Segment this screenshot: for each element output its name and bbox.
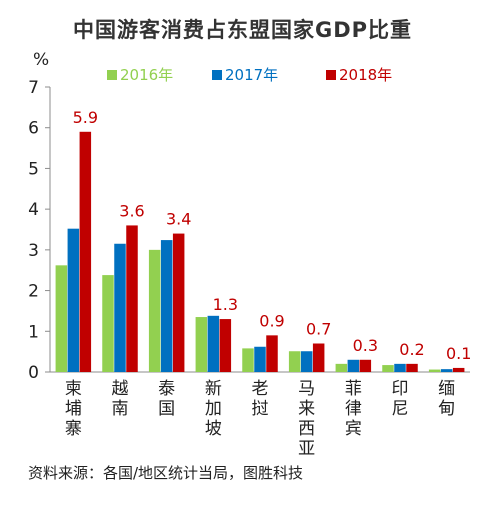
x-category-label: 泰国	[158, 379, 175, 419]
bar	[394, 363, 406, 372]
bar	[288, 351, 301, 372]
x-category-label: 柬埔寨	[65, 379, 82, 439]
bar	[148, 249, 161, 372]
y-tick-label: 5	[28, 159, 39, 179]
x-category-label: 缅甸	[438, 379, 455, 419]
legend-label: 2018年	[339, 66, 392, 84]
bar	[114, 243, 126, 372]
y-tick-label: 6	[28, 119, 39, 139]
bar	[452, 367, 465, 372]
x-category-label: 马来西亚	[298, 379, 315, 459]
bar	[55, 265, 68, 372]
y-axis-unit-label: %	[33, 50, 49, 70]
bar	[347, 359, 360, 372]
bar	[312, 343, 325, 372]
x-category-label: 老挝	[252, 379, 269, 419]
bar	[406, 363, 418, 372]
bar	[67, 228, 80, 372]
bar	[382, 365, 394, 372]
data-label: 1.3	[213, 295, 238, 314]
data-label: 0.9	[259, 311, 284, 330]
data-label: 0.2	[399, 340, 424, 359]
bar	[172, 233, 185, 372]
x-category-label: 新加坡	[205, 379, 222, 439]
data-label: 0.7	[306, 320, 331, 339]
bar	[440, 369, 453, 372]
chart-title: 中国游客消费占东盟国家GDP比重	[72, 18, 413, 42]
x-category-label: 印尼	[392, 379, 409, 419]
bar	[300, 351, 313, 372]
y-tick-label: 1	[28, 322, 39, 342]
x-category-label: 菲律宾	[345, 379, 362, 439]
data-label: 0.3	[353, 336, 378, 355]
legend-label: 2016年	[120, 66, 173, 84]
bar	[79, 131, 92, 372]
legend-label: 2017年	[225, 66, 278, 84]
bar	[359, 359, 372, 372]
y-tick-label: 0	[28, 363, 39, 383]
bar	[195, 317, 208, 372]
legend-swatch	[107, 70, 117, 80]
source-note: 资料来源：各国/地区统计当局，图胜科技	[28, 464, 304, 482]
legend-swatch	[326, 70, 336, 80]
data-label: 5.9	[73, 108, 98, 127]
y-tick-label: 2	[28, 282, 39, 302]
bar	[207, 315, 220, 372]
y-tick-label: 7	[28, 78, 39, 98]
bar	[428, 369, 441, 372]
legend-swatch	[212, 70, 222, 80]
bar	[335, 363, 348, 372]
data-label: 0.1	[446, 344, 471, 363]
x-category-label: 越南	[112, 379, 129, 419]
bar	[126, 225, 138, 372]
data-label: 3.6	[119, 201, 144, 220]
y-tick-label: 4	[28, 200, 39, 220]
bar	[219, 319, 232, 372]
data-label: 3.4	[166, 210, 191, 229]
bar	[102, 275, 114, 372]
y-tick-label: 3	[28, 241, 39, 261]
bar	[266, 335, 278, 372]
bar	[160, 240, 173, 372]
bar	[242, 348, 254, 372]
bar	[254, 346, 266, 372]
